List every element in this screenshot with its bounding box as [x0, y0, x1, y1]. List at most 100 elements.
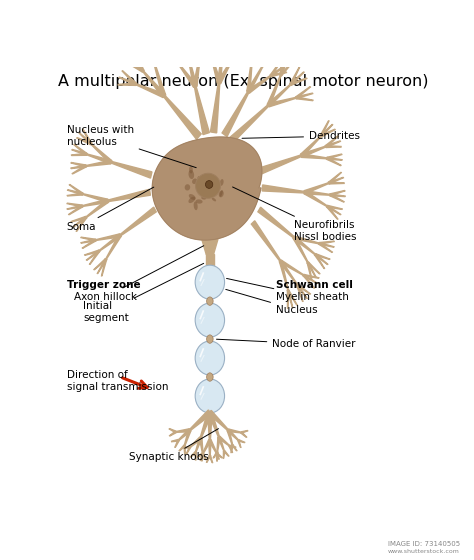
Polygon shape — [186, 447, 191, 454]
Text: Soma: Soma — [66, 187, 154, 232]
Ellipse shape — [207, 335, 213, 343]
Polygon shape — [326, 141, 340, 147]
Polygon shape — [207, 266, 212, 412]
Polygon shape — [97, 259, 107, 274]
Ellipse shape — [189, 170, 194, 179]
Polygon shape — [130, 56, 144, 72]
Polygon shape — [207, 455, 210, 463]
Polygon shape — [94, 259, 106, 270]
Polygon shape — [213, 451, 218, 458]
Polygon shape — [251, 43, 254, 61]
Polygon shape — [297, 284, 303, 301]
Polygon shape — [330, 194, 345, 197]
Polygon shape — [219, 436, 229, 446]
Polygon shape — [206, 37, 212, 55]
Polygon shape — [251, 221, 281, 262]
Polygon shape — [327, 206, 341, 215]
Polygon shape — [330, 194, 344, 202]
Polygon shape — [280, 260, 297, 284]
Text: www.shutterstock.com: www.shutterstock.com — [388, 549, 460, 554]
Polygon shape — [106, 235, 121, 259]
Text: Direction of
signal transmission: Direction of signal transmission — [66, 370, 168, 392]
Polygon shape — [184, 446, 185, 454]
Polygon shape — [297, 284, 310, 295]
Polygon shape — [260, 155, 302, 174]
Polygon shape — [209, 455, 212, 463]
Polygon shape — [270, 61, 281, 76]
Polygon shape — [148, 43, 155, 63]
Polygon shape — [170, 431, 176, 436]
Polygon shape — [320, 121, 329, 137]
Polygon shape — [238, 440, 245, 442]
Polygon shape — [202, 453, 204, 461]
Polygon shape — [330, 190, 345, 196]
Polygon shape — [201, 453, 203, 460]
Polygon shape — [267, 75, 281, 106]
Polygon shape — [287, 290, 293, 307]
Polygon shape — [180, 43, 190, 58]
Polygon shape — [304, 191, 327, 207]
Polygon shape — [216, 452, 222, 458]
Text: Node of Ranvier: Node of Ranvier — [217, 339, 356, 349]
Ellipse shape — [207, 297, 213, 305]
Ellipse shape — [212, 198, 216, 202]
Polygon shape — [69, 206, 83, 215]
Polygon shape — [74, 144, 87, 155]
Polygon shape — [218, 53, 223, 83]
Polygon shape — [319, 242, 332, 253]
Polygon shape — [122, 71, 137, 85]
Polygon shape — [319, 242, 334, 247]
Polygon shape — [85, 250, 100, 255]
Polygon shape — [169, 428, 176, 433]
Polygon shape — [328, 178, 344, 184]
Polygon shape — [319, 241, 334, 244]
Text: A multipolar neuron (Ex. spinal motor neuron): A multipolar neuron (Ex. spinal motor ne… — [58, 74, 428, 88]
Polygon shape — [290, 67, 300, 85]
Polygon shape — [209, 410, 228, 431]
Polygon shape — [153, 42, 155, 63]
Polygon shape — [217, 437, 220, 452]
Text: Schwann cell: Schwann cell — [276, 280, 353, 290]
Polygon shape — [304, 183, 329, 194]
Polygon shape — [223, 451, 225, 459]
Polygon shape — [197, 40, 201, 57]
Polygon shape — [287, 290, 289, 309]
Ellipse shape — [196, 173, 220, 198]
Polygon shape — [71, 165, 86, 169]
Polygon shape — [210, 83, 220, 133]
Polygon shape — [232, 43, 242, 58]
Polygon shape — [169, 50, 180, 65]
Polygon shape — [72, 153, 87, 156]
Polygon shape — [81, 237, 96, 241]
Ellipse shape — [195, 379, 225, 413]
Polygon shape — [290, 72, 304, 85]
Polygon shape — [280, 61, 293, 76]
Polygon shape — [86, 199, 109, 218]
Polygon shape — [178, 64, 197, 87]
Text: IMAGE ID: 73140505: IMAGE ID: 73140505 — [388, 541, 460, 547]
Ellipse shape — [189, 194, 196, 200]
Polygon shape — [303, 274, 318, 283]
Ellipse shape — [205, 181, 213, 188]
Polygon shape — [195, 452, 196, 460]
Polygon shape — [229, 445, 236, 447]
Polygon shape — [120, 207, 156, 236]
Polygon shape — [118, 83, 136, 85]
Polygon shape — [86, 160, 111, 166]
Polygon shape — [165, 55, 179, 65]
Text: Neurofibrils
Nissl bodies: Neurofibrils Nissl bodies — [233, 187, 357, 242]
Polygon shape — [96, 234, 120, 240]
Polygon shape — [247, 66, 263, 93]
Ellipse shape — [195, 303, 225, 337]
Polygon shape — [247, 61, 252, 92]
Polygon shape — [232, 445, 237, 451]
Text: Nucleus with
nucleolus: Nucleus with nucleolus — [66, 125, 196, 167]
Polygon shape — [294, 236, 319, 244]
Polygon shape — [320, 124, 333, 137]
Polygon shape — [67, 203, 82, 207]
Ellipse shape — [207, 373, 213, 381]
Polygon shape — [293, 237, 308, 263]
Polygon shape — [210, 36, 212, 54]
Polygon shape — [194, 86, 210, 134]
Polygon shape — [101, 259, 107, 276]
